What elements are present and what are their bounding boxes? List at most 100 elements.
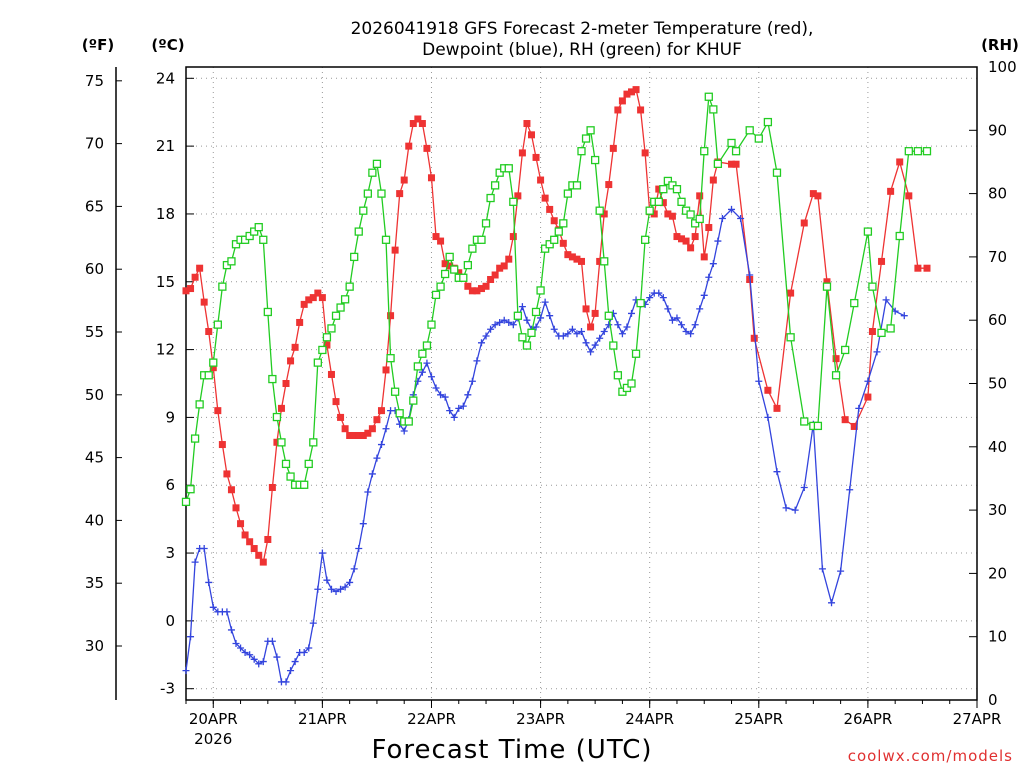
temperature-point	[605, 181, 613, 189]
dewpoint-point	[368, 470, 376, 478]
temperature-point	[787, 289, 795, 297]
x-axis-label: Forecast Time (UTC)	[371, 735, 652, 765]
rh-point	[504, 164, 513, 173]
rh-point	[468, 244, 477, 253]
dewpoint-point	[232, 639, 240, 647]
series-layer	[181, 86, 932, 686]
temperature-point	[587, 323, 595, 331]
dewpoint-point	[573, 330, 581, 338]
rh-point	[531, 307, 541, 317]
dewpoint-point	[873, 348, 881, 356]
dewpoint-point	[432, 384, 440, 392]
dewpoint-point	[600, 328, 608, 336]
temperature-point	[277, 404, 285, 412]
rh-point	[727, 138, 736, 148]
temperature-point	[391, 246, 399, 254]
dewpoint-point	[191, 558, 199, 566]
rh-point	[490, 181, 500, 190]
rh-point	[304, 459, 313, 469]
series-line-dewpoint	[185, 208, 905, 683]
dewpoint-point	[668, 316, 676, 324]
temperature-point	[364, 429, 372, 437]
temperature-point	[537, 176, 545, 184]
rh-point	[731, 147, 741, 156]
rh-point	[554, 227, 563, 236]
dewpoint-point	[655, 289, 663, 297]
dewpoint-point	[496, 318, 504, 326]
rh-point	[186, 485, 195, 494]
temperature-point	[682, 237, 690, 245]
temperature-point	[482, 282, 490, 290]
x-tick-label: 20APR	[189, 710, 238, 728]
temperature-point	[823, 278, 831, 286]
fahrenheit-tick-label: 35	[85, 574, 104, 592]
rh-point	[754, 134, 763, 143]
x-tick-label: 21APR	[298, 710, 347, 728]
rh-point	[636, 298, 645, 308]
temperature-point	[509, 233, 517, 241]
dewpoint-point	[828, 599, 836, 607]
rh-point	[686, 210, 695, 219]
temperature-point	[296, 318, 304, 326]
temperature-point	[505, 255, 513, 263]
dewpoint-point	[373, 454, 381, 462]
rh-point	[595, 206, 604, 215]
rh-point	[336, 303, 345, 312]
temperature-point	[464, 282, 472, 290]
rh-point	[350, 252, 359, 262]
temperature-point	[246, 538, 254, 546]
temperature-point	[614, 106, 622, 114]
temperature-point	[477, 285, 485, 293]
dewpoint-point	[564, 330, 572, 338]
dewpoint-point	[764, 413, 772, 421]
temperature-point	[514, 192, 522, 200]
rh-point	[254, 222, 263, 232]
temperature-point	[618, 97, 626, 105]
dewpoint-point	[532, 323, 540, 331]
celsius-tick-label: 24	[156, 69, 175, 87]
rh-point	[445, 252, 454, 262]
rh-point	[922, 147, 932, 156]
dewpoint-point	[582, 339, 590, 347]
temperature-point	[309, 294, 317, 302]
dewpoint-point	[323, 576, 331, 584]
dewpoint-point	[246, 651, 254, 659]
dewpoint-point	[209, 603, 217, 611]
temperature-point	[382, 366, 390, 374]
credit-text: coolwx.com/models	[848, 747, 1013, 765]
fahrenheit-tick-label: 45	[85, 449, 104, 467]
rh-point	[513, 311, 523, 320]
rh-point	[654, 197, 663, 206]
temperature-point	[487, 276, 495, 284]
celsius-axis-unit: (ºC)	[151, 36, 184, 54]
rh-point	[286, 472, 295, 481]
dewpoint-point	[332, 587, 340, 595]
fahrenheit-tick-label: 55	[85, 323, 104, 341]
series-rh	[181, 92, 932, 507]
temperature-point	[650, 210, 658, 218]
rh-point	[413, 362, 422, 371]
rh-point	[813, 421, 823, 431]
rh-point	[904, 147, 913, 156]
dewpoint-point	[205, 578, 213, 586]
rh-point	[268, 374, 277, 384]
x-tick-sublabel: 2026	[194, 730, 232, 748]
fahrenheit-tick-label: 30	[85, 637, 104, 655]
dewpoint-point	[709, 260, 717, 268]
rh-axis-unit: (RH)	[981, 36, 1019, 54]
dewpoint-point	[250, 655, 258, 663]
temperature-point	[368, 425, 376, 433]
temperature-point	[350, 431, 358, 439]
temperature-point	[418, 120, 426, 128]
fahrenheit-tick-label: 60	[85, 260, 104, 278]
rh-tick-label: 40	[988, 438, 1007, 456]
rh-point	[763, 117, 773, 127]
dewpoint-point	[664, 305, 672, 313]
dewpoint-point	[418, 368, 426, 376]
rh-point	[181, 497, 191, 507]
rh-point	[772, 168, 782, 177]
fahrenheit-tick-label: 70	[85, 135, 104, 153]
rh-point	[354, 227, 363, 236]
temperature-point	[623, 90, 631, 98]
